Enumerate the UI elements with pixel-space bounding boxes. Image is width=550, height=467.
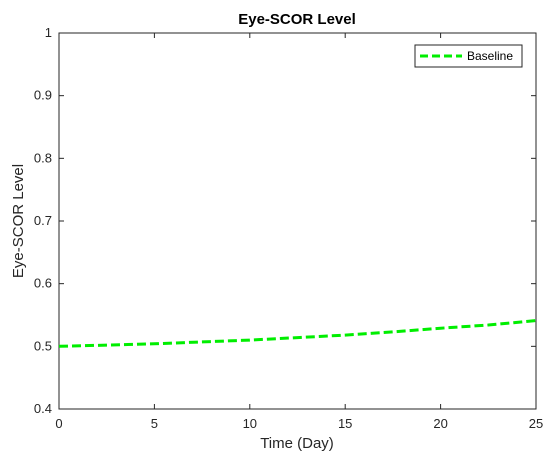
series-line-baseline <box>58 319 537 348</box>
chart-title: Eye-SCOR Level <box>238 11 356 28</box>
series-layer <box>58 319 537 348</box>
y-tick-label: 1 <box>45 25 52 40</box>
y-tick-label: 0.4 <box>34 401 52 416</box>
legend-label: Baseline <box>467 49 513 63</box>
x-tick-label: 15 <box>338 416 352 431</box>
x-axis-ticks: 0 5 10 15 20 25 <box>55 33 543 431</box>
y-axis-ticks: 0.4 0.5 0.6 0.7 0.8 0.9 1 <box>34 25 536 416</box>
x-tick-label: 10 <box>243 416 257 431</box>
x-tick-label: 0 <box>55 416 62 431</box>
legend-box <box>414 44 523 68</box>
y-axis-label: Eye-SCOR Level <box>10 164 27 278</box>
y-tick-label: 0.5 <box>34 338 52 353</box>
y-tick-label: 0.9 <box>34 88 52 103</box>
x-axis-label: Time (Day) <box>260 435 334 452</box>
x-tick-label: 5 <box>151 416 158 431</box>
x-tick-label: 20 <box>433 416 447 431</box>
y-tick-label: 0.6 <box>34 276 52 291</box>
legend: Baseline <box>414 44 523 68</box>
y-tick-label: 0.8 <box>34 150 52 165</box>
x-tick-label: 25 <box>529 416 543 431</box>
y-tick-label: 0.7 <box>34 213 52 228</box>
plot-area <box>58 32 537 410</box>
